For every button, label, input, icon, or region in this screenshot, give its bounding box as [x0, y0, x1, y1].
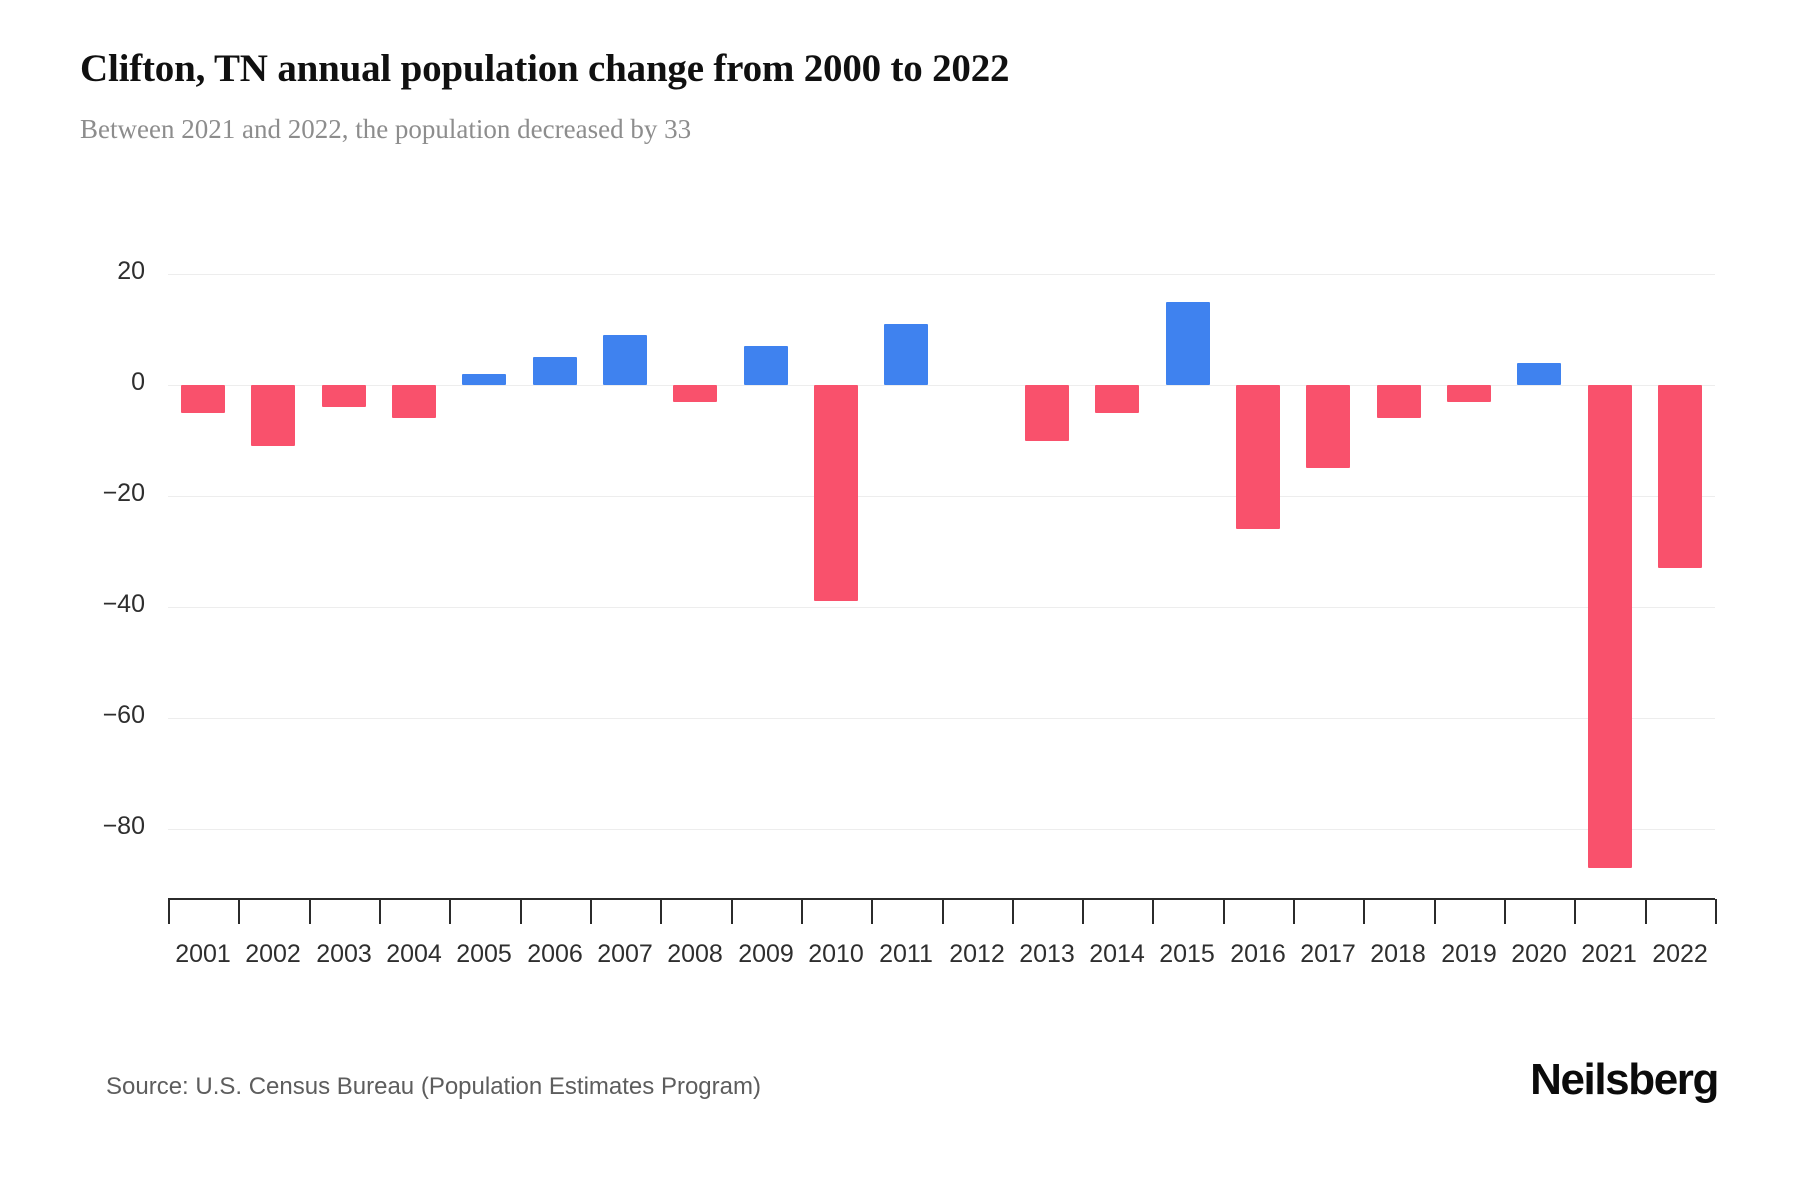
y-axis-tick-label: −80: [102, 812, 145, 840]
bar-2011[interactable]: [884, 324, 928, 385]
x-axis-tick: [309, 899, 311, 924]
x-axis-tick-label-2013: 2013: [1019, 940, 1075, 968]
y-axis-tick-label: −20: [102, 479, 145, 507]
x-axis-tick-label-2014: 2014: [1089, 940, 1145, 968]
bar-2015[interactable]: [1166, 302, 1210, 385]
bar-2001[interactable]: [181, 385, 225, 413]
x-axis-tick-label-2001: 2001: [175, 940, 231, 968]
x-axis-tick: [1504, 899, 1506, 924]
x-axis-tick: [942, 899, 944, 924]
x-axis-tick: [731, 899, 733, 924]
bar-2013[interactable]: [1025, 385, 1069, 441]
bar-2020[interactable]: [1517, 363, 1561, 385]
bar-2004[interactable]: [392, 385, 436, 418]
x-axis-tick-label-2011: 2011: [879, 940, 933, 968]
x-axis-tick: [520, 899, 522, 924]
x-axis-tick: [871, 899, 873, 924]
bar-2016[interactable]: [1236, 385, 1280, 529]
x-axis-tick-label-2010: 2010: [808, 940, 864, 968]
x-axis-tick-label-2003: 2003: [316, 940, 372, 968]
bar-2014[interactable]: [1095, 385, 1139, 413]
x-axis-tick: [660, 899, 662, 924]
x-axis-tick-label-2007: 2007: [597, 940, 653, 968]
x-axis-tick: [379, 899, 381, 924]
x-axis-tick-label-2021: 2021: [1581, 940, 1637, 968]
x-axis-tick: [1223, 899, 1225, 924]
source-note: Source: U.S. Census Bureau (Population E…: [106, 1073, 761, 1100]
x-axis-tick-label-2002: 2002: [245, 940, 301, 968]
page-title: Clifton, TN annual population change fro…: [80, 47, 1010, 90]
x-axis-tick-label-2004: 2004: [386, 940, 442, 968]
bar-2021[interactable]: [1588, 385, 1632, 868]
bar-2003[interactable]: [322, 385, 366, 407]
x-axis-line: [168, 898, 1715, 900]
x-axis-tick-label-2020: 2020: [1511, 940, 1567, 968]
y-axis-tick-label: 0: [131, 368, 145, 396]
bar-2018[interactable]: [1377, 385, 1421, 418]
x-axis-tick-label-2006: 2006: [527, 940, 583, 968]
x-axis-tick: [168, 899, 170, 924]
x-axis-tick: [1363, 899, 1365, 924]
x-axis-tick: [801, 899, 803, 924]
y-axis-tick-label: −60: [102, 701, 145, 729]
y-axis-tick-label: −40: [102, 590, 145, 618]
x-axis-tick: [1715, 899, 1717, 924]
x-axis-tick: [1645, 899, 1647, 924]
gridline: [168, 496, 1715, 497]
x-axis-tick-label-2005: 2005: [456, 940, 512, 968]
bar-2006[interactable]: [533, 357, 577, 385]
x-axis-tick: [1012, 899, 1014, 924]
x-axis-tick-label-2008: 2008: [667, 940, 723, 968]
bar-2007[interactable]: [603, 335, 647, 385]
x-axis-tick: [1293, 899, 1295, 924]
chart-header: Clifton, TN annual population change fro…: [80, 46, 1700, 146]
x-axis-tick: [449, 899, 451, 924]
bar-2019[interactable]: [1447, 385, 1491, 402]
bar-2005[interactable]: [462, 374, 506, 385]
x-axis-tick: [590, 899, 592, 924]
bar-2009[interactable]: [744, 346, 788, 385]
gridline: [168, 718, 1715, 719]
x-axis-tick-label-2012: 2012: [949, 940, 1005, 968]
x-axis-tick-label-2009: 2009: [738, 940, 794, 968]
x-axis-tick-label-2017: 2017: [1300, 940, 1356, 968]
bar-2002[interactable]: [251, 385, 295, 446]
brand-logo: Neilsberg: [1530, 1055, 1719, 1104]
gridline: [168, 274, 1715, 275]
x-axis-tick-label-2016: 2016: [1230, 940, 1286, 968]
bar-2017[interactable]: [1306, 385, 1350, 468]
x-axis-tick-label-2022: 2022: [1652, 940, 1708, 968]
x-axis-tick-label-2018: 2018: [1370, 940, 1426, 968]
chart-subtitle: Between 2021 and 2022, the population de…: [80, 114, 692, 144]
bar-2022[interactable]: [1658, 385, 1702, 568]
x-axis-tick: [1574, 899, 1576, 924]
bar-2010[interactable]: [814, 385, 858, 601]
gridline: [168, 829, 1715, 830]
bars-group: [168, 0, 1715, 1200]
gridline: [168, 607, 1715, 608]
x-axis-tick: [1434, 899, 1436, 924]
x-axis-tick-label-2019: 2019: [1441, 940, 1497, 968]
x-axis-tick-label-2015: 2015: [1159, 940, 1215, 968]
x-axis-tick: [1082, 899, 1084, 924]
x-axis-tick: [238, 899, 240, 924]
gridline: [168, 385, 1715, 386]
x-axis-tick: [1152, 899, 1154, 924]
bar-2008[interactable]: [673, 385, 717, 402]
y-axis-tick-label: 20: [117, 257, 145, 285]
